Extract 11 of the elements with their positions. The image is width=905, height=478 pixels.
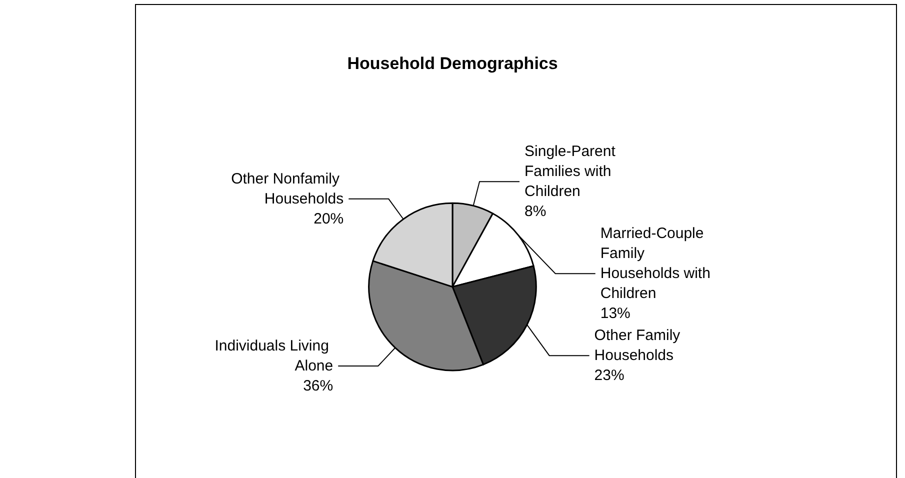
data-label: 23% (594, 367, 624, 384)
data-label: 36% (303, 378, 334, 394)
slice-label: Single-Parent Families with Children (524, 143, 620, 200)
data-label: 8% (524, 203, 546, 220)
data-label: 13% (600, 305, 630, 322)
chart-title: Household Demographics (347, 54, 558, 73)
slice-label: Other Nonfamily Households (231, 170, 344, 208)
slice-label: Other Family Households (594, 327, 684, 364)
slice-label: Married-Couple Family Households with Children (600, 225, 715, 302)
data-label: 20% (314, 210, 344, 228)
slice-label: Individuals Living Alone (214, 338, 334, 374)
